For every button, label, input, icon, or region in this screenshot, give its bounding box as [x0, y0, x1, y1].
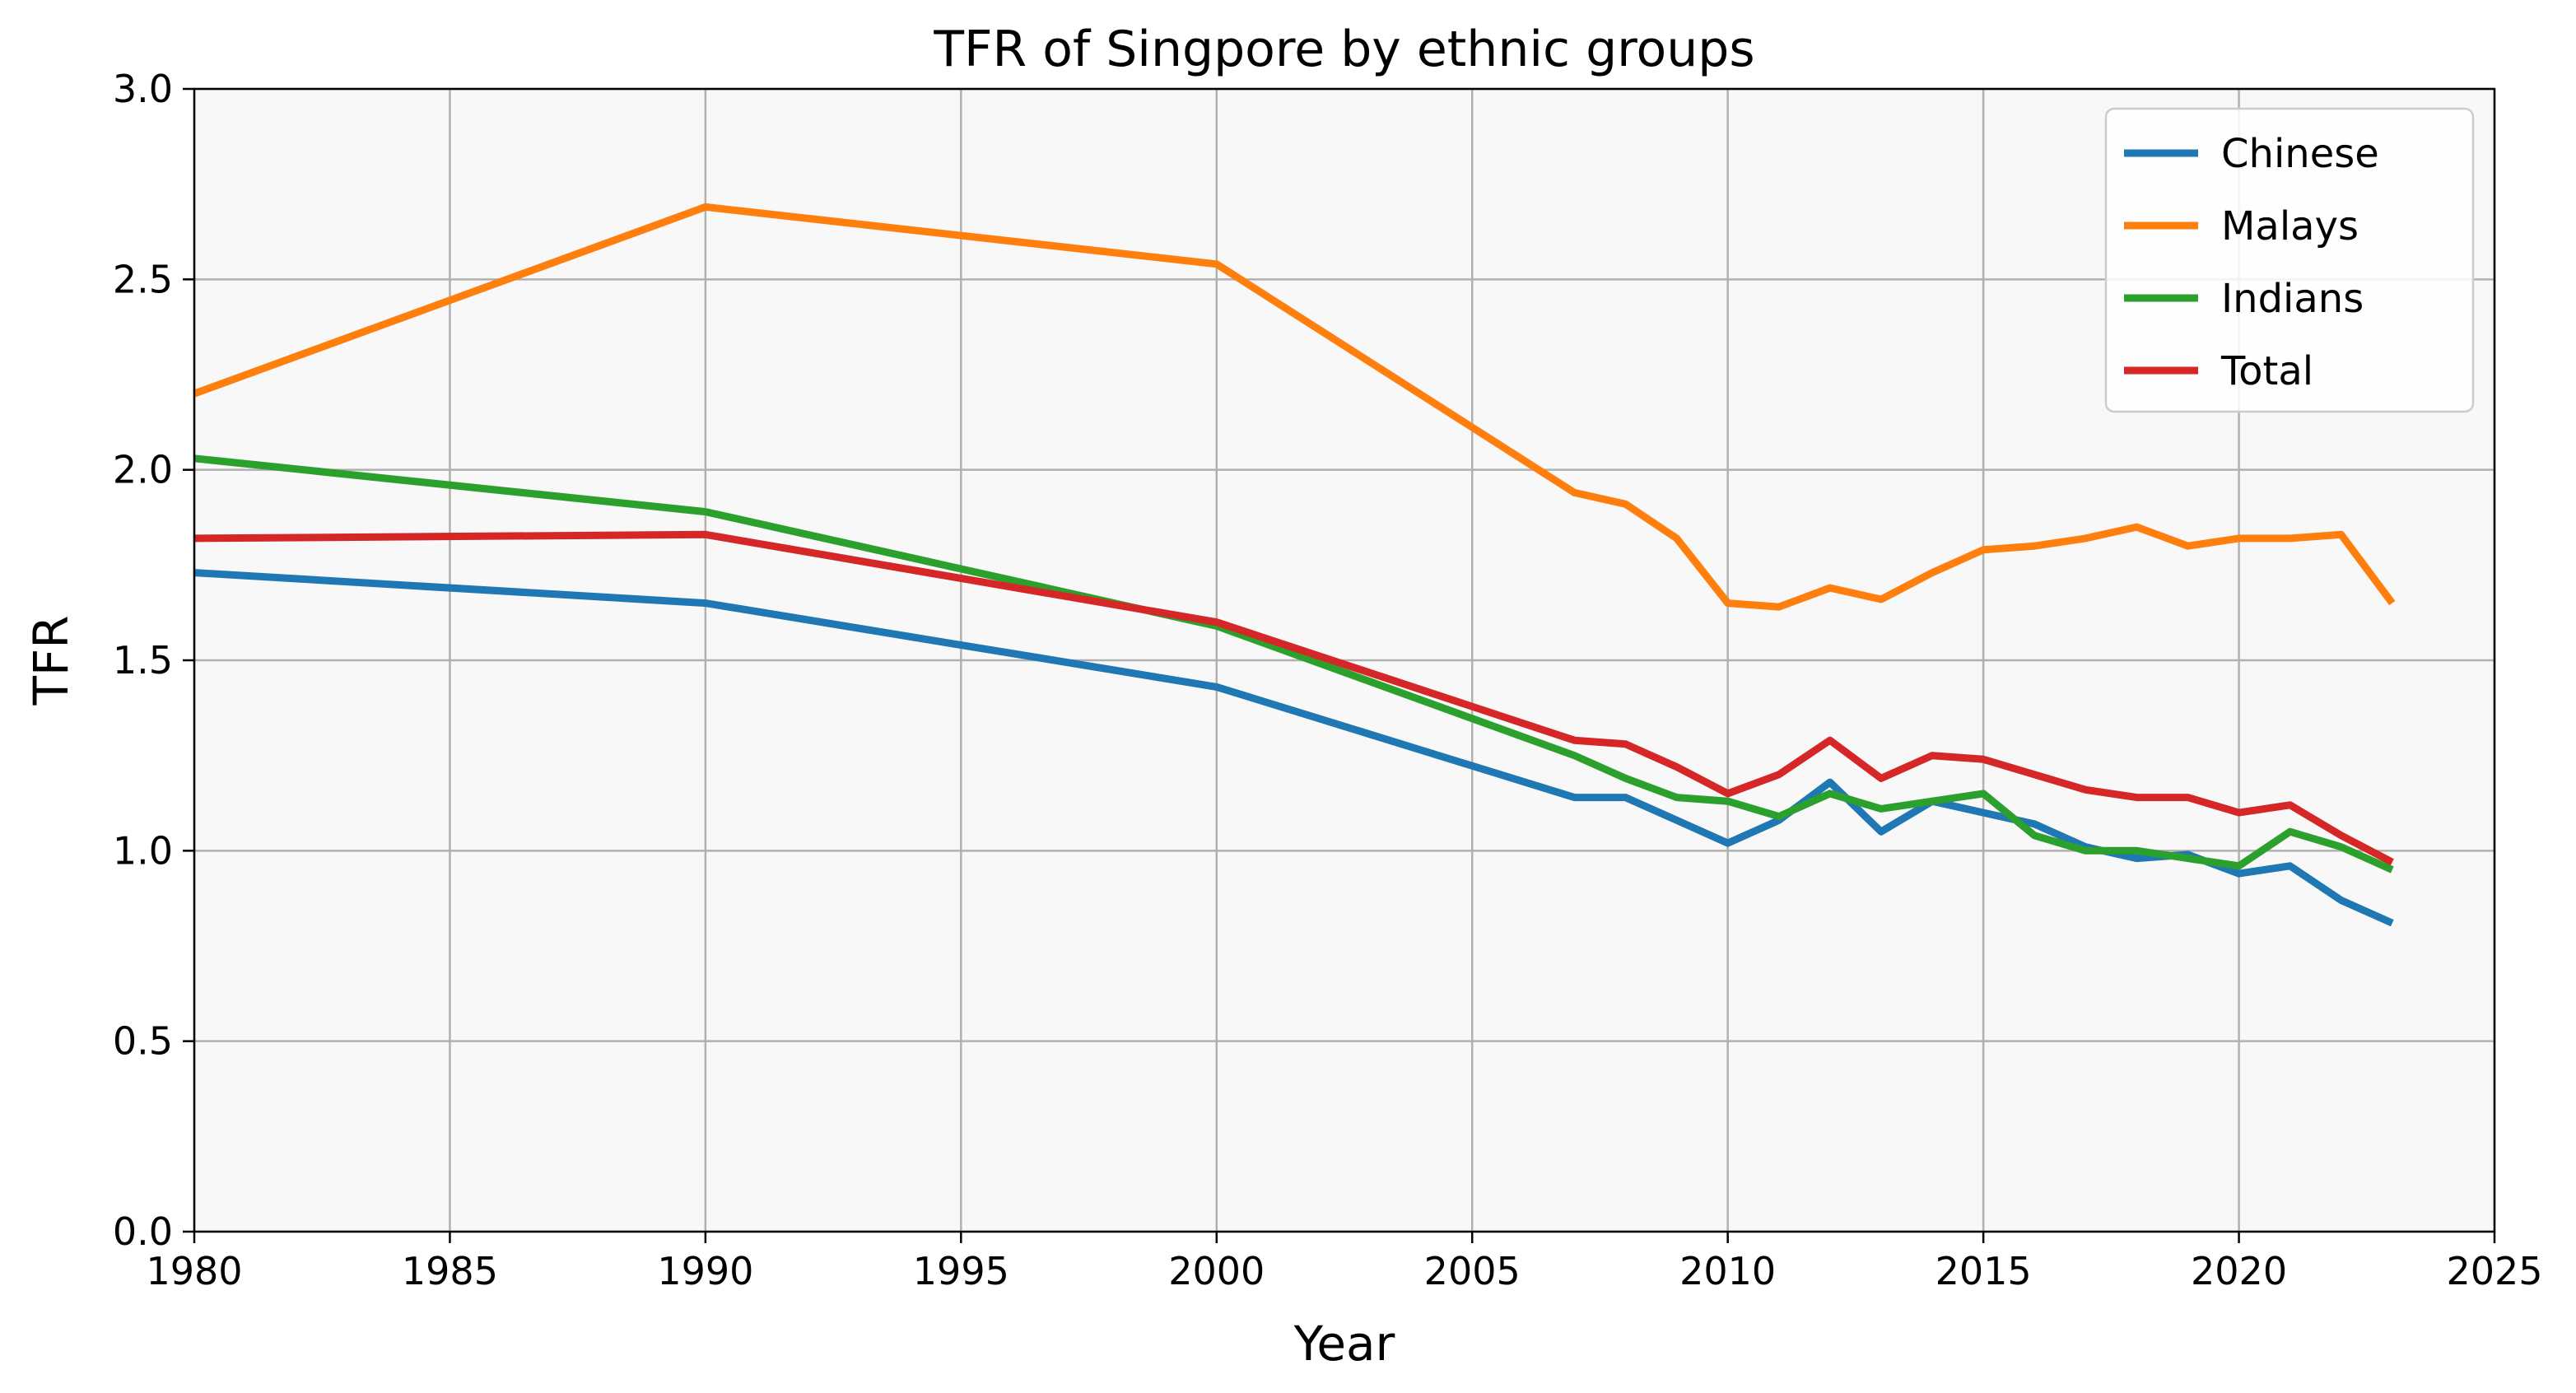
series-line-indians	[193, 454, 2394, 874]
x-tick-label: 1990	[657, 1249, 753, 1293]
series-line-total	[193, 530, 2394, 866]
series-lines	[193, 203, 2396, 927]
legend: Chinese Malays Indians Total	[2104, 107, 2475, 413]
x-tick-label: 2000	[1168, 1249, 1265, 1293]
legend-box	[2104, 107, 2475, 413]
x-tick-label: 2025	[2446, 1249, 2542, 1293]
y-axis-title: TFR	[23, 615, 79, 706]
legend-label-malays: Malays	[2221, 203, 2359, 249]
legend-label-total: Total	[2220, 348, 2313, 394]
y-tick-label: 0.5	[113, 1019, 173, 1064]
chart-title: TFR of Singpore by ethnic groups	[933, 21, 1754, 78]
x-tick-label: 2020	[2191, 1249, 2287, 1293]
x-tick-label: 2010	[1679, 1249, 1776, 1293]
legend-label-chinese: Chinese	[2221, 131, 2379, 177]
y-tick-label: 2.0	[113, 448, 173, 492]
y-tick-label: 1.5	[113, 638, 173, 683]
y-tick-label: 0.0	[113, 1209, 173, 1254]
series-line-chinese	[193, 569, 2394, 927]
x-tick-label: 2015	[1935, 1249, 2032, 1293]
x-axis-title: Year	[1293, 1316, 1395, 1372]
y-tick-label: 2.5	[113, 257, 173, 301]
legend-label-indians: Indians	[2221, 276, 2364, 322]
y-tick-label: 1.0	[113, 828, 173, 873]
x-tick-label: 1995	[913, 1249, 1009, 1293]
x-tick-label: 2005	[1424, 1249, 1521, 1293]
series-line-malays	[193, 203, 2396, 611]
axis-ticks: 1980 1985 1990 1995 2000 2005 2010 2015 2020 2025…	[113, 67, 2543, 1293]
x-tick-label: 1985	[402, 1249, 498, 1293]
y-tick-label: 3.0	[113, 67, 173, 111]
x-tick-label: 1980	[146, 1249, 242, 1293]
